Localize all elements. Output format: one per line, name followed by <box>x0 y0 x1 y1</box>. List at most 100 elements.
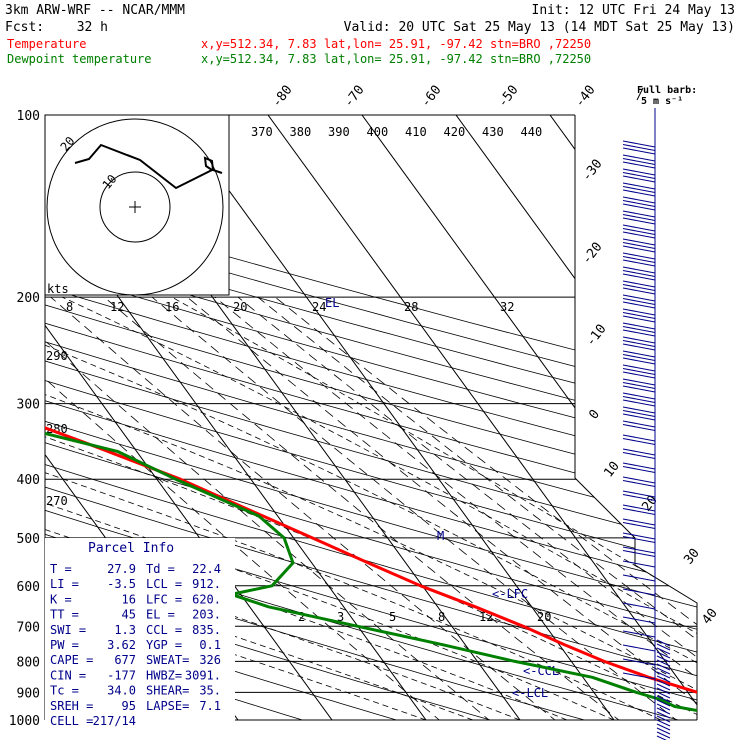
mixing-ratio-line <box>257 296 697 720</box>
mixing-ratio-line <box>103 296 636 720</box>
wind-barb-low <box>656 655 671 663</box>
wind-barb-low <box>656 723 671 731</box>
parcel-info-key: LAPSE= <box>146 699 189 713</box>
parcel-info-value: 0.1 <box>199 638 221 652</box>
pressure-tick-label: 200 <box>17 291 40 306</box>
wind-barb <box>622 364 656 372</box>
parcel-info-value: 620. <box>192 592 221 606</box>
wind-barb <box>622 158 656 165</box>
wind-barb-low <box>656 695 671 703</box>
wind-barb <box>622 378 656 386</box>
plot-frame-right <box>574 115 698 720</box>
parcel-info-key: CELL = <box>50 714 93 728</box>
wind-barb <box>622 494 656 501</box>
valid-time: Valid: 20 UTC Sat 25 May 13 (14 MDT Sat … <box>344 20 735 35</box>
wind-barb <box>622 357 656 365</box>
isotherm-line <box>257 115 697 720</box>
theta-tick-label: 380 <box>290 125 312 139</box>
parcel-info-value: 203. <box>192 608 221 622</box>
theta-tick-label: 400 <box>367 125 389 139</box>
wind-barb <box>622 287 656 295</box>
dry-adiabat-line <box>45 115 697 720</box>
parcel-info-key: LI = <box>50 577 79 591</box>
parcel-info-key: LCL = <box>146 577 182 591</box>
wind-barb <box>622 462 656 470</box>
theta-tick-label: 410 <box>405 125 427 139</box>
wind-barb <box>622 273 656 281</box>
parcel-info-value: 34.0 <box>107 684 136 698</box>
wind-barb <box>622 644 656 652</box>
wind-barb-low <box>656 667 671 675</box>
dry-adiabat-line <box>45 115 697 720</box>
parcel-info-key: SREH = <box>50 699 93 713</box>
wind-barb-low <box>656 687 671 695</box>
wind-barb <box>622 252 656 260</box>
wind-barb <box>622 189 656 197</box>
pressure-tick-label: 900 <box>17 686 40 701</box>
wind-barb-low <box>656 651 671 659</box>
wind-barb <box>622 284 656 291</box>
isotherm-tick-label: 30 <box>681 546 702 568</box>
wind-barb <box>622 224 656 232</box>
pressure-tick-label: 1000 <box>9 714 40 729</box>
dry-adiabat-line <box>45 115 697 720</box>
mixing-ratio-tick-label: 24 <box>312 300 326 314</box>
wind-barb-low <box>656 679 671 687</box>
wind-barb <box>622 144 656 151</box>
parcel-info-value: 16 <box>122 592 136 606</box>
wind-barb <box>622 329 656 337</box>
dewpoint-profile <box>45 115 697 720</box>
wind-barb-low <box>656 735 667 740</box>
wind-barb <box>622 196 656 204</box>
wind-barb <box>622 518 656 526</box>
wind-barb <box>622 154 656 162</box>
wind-barb-low <box>656 711 671 719</box>
wind-barb <box>622 616 656 624</box>
parcel-info-value: 95 <box>122 699 136 713</box>
parcel-info-value: 677 <box>114 653 136 667</box>
wind-barb-low <box>656 691 671 699</box>
dry-adiabat-line <box>45 115 697 720</box>
theta-tick-label: 440 <box>521 125 543 139</box>
wind-barb-low <box>656 639 671 647</box>
wind-barb <box>622 228 656 235</box>
parcel-info-key: CIN = <box>50 668 86 682</box>
wind-barb <box>622 315 656 323</box>
wind-barb <box>622 550 656 557</box>
mixing-ratio-tick-label: 8 <box>66 300 73 314</box>
level-annotation-lcl: <-LCL <box>512 686 548 700</box>
dry-adiabat-line <box>45 115 697 720</box>
wind-barb <box>622 504 656 512</box>
pressure-tick-label: 100 <box>17 109 40 124</box>
theta-tick-label: 390 <box>328 125 350 139</box>
wind-barb <box>622 399 656 407</box>
parcel-info-key: HWBZ= <box>146 668 182 682</box>
wind-barb <box>622 322 656 330</box>
wind-barb <box>622 270 656 277</box>
wind-barb <box>622 172 656 179</box>
model-title: 3km ARW-WRF -- NCAR/MMM <box>5 3 185 18</box>
wind-barb <box>622 312 656 319</box>
wind-barb <box>622 203 656 211</box>
wind-barb <box>622 200 656 207</box>
isotherm-tick-label: -40 <box>572 83 598 111</box>
wind-barb <box>622 168 656 176</box>
wind-barb <box>622 522 656 529</box>
parcel-info-value: 217/14 <box>93 714 136 728</box>
isotherm-tick-label: 0 <box>586 407 603 422</box>
wind-barb-low <box>656 683 671 691</box>
isotherm-tick-label: -60 <box>418 83 444 111</box>
mixing-ratio-tick-label: 32 <box>500 300 514 314</box>
isotherm-tick-label: -10 <box>583 322 609 350</box>
full-barb-note: Full barb: <box>637 85 697 96</box>
mixing-ratio-tick-label: 2 <box>298 610 305 624</box>
mixing-ratio-line <box>45 296 505 720</box>
wind-barb-low <box>656 703 671 711</box>
theta-tick-label: 430 <box>482 125 504 139</box>
dry-adiabat-line <box>45 115 697 720</box>
isotherm-tick-label: -30 <box>579 157 605 185</box>
hodograph: 20 10 kts <box>44 114 230 296</box>
wind-barb <box>622 368 656 375</box>
wind-barb <box>622 490 656 498</box>
wind-barb <box>622 301 656 309</box>
